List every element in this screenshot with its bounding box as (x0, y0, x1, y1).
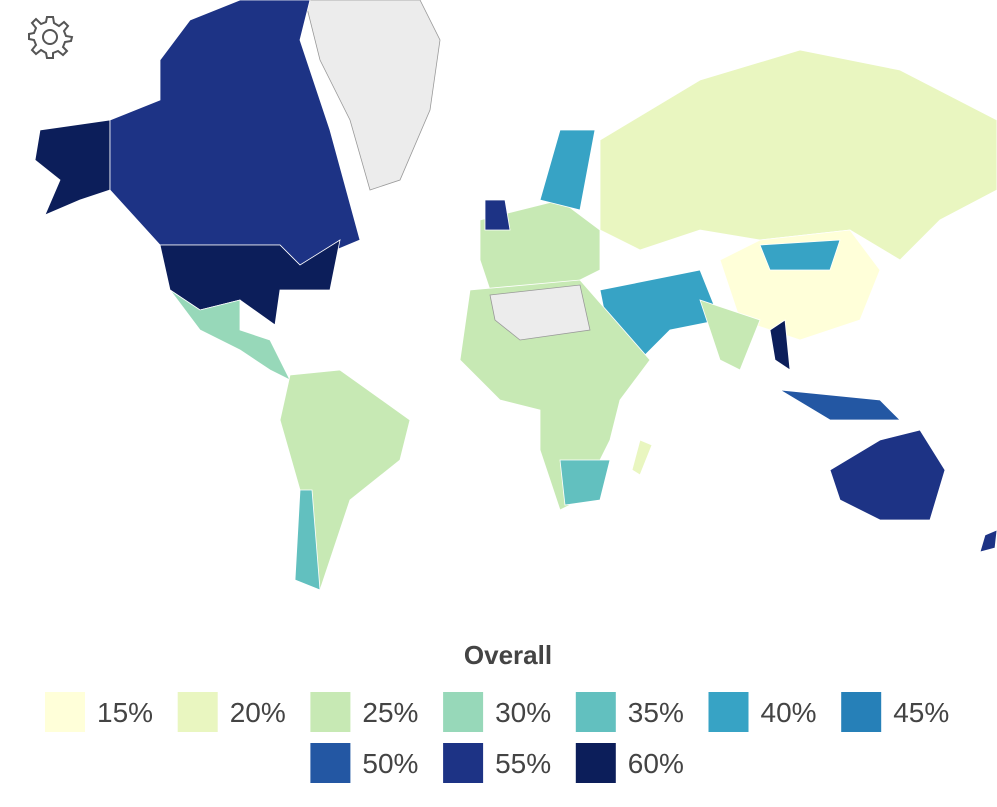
settings-button[interactable] (28, 16, 74, 59)
legend-label: 55% (495, 748, 551, 779)
legend-title: Overall (464, 640, 552, 670)
uk (484, 199, 511, 231)
north-africa (489, 284, 591, 341)
legend-label: 15% (97, 697, 153, 728)
legend-swatch (310, 743, 351, 783)
legend-label: 35% (628, 697, 684, 728)
india (699, 299, 761, 371)
legend-label: 45% (893, 697, 949, 728)
legend: 15% 20% 25% 30% 35% 40% 45% 50% 55% 60% (45, 692, 949, 783)
legend-swatch (443, 743, 484, 783)
legend-swatch (575, 743, 616, 783)
central-america (169, 289, 291, 381)
legend-label: 40% (761, 697, 817, 728)
scandinavia (539, 129, 596, 211)
legend-swatch (708, 692, 749, 732)
myanmar (769, 319, 791, 371)
mongolia (759, 239, 841, 271)
africa (459, 279, 651, 511)
world-map (34, 0, 997, 591)
legend-swatch (443, 692, 484, 732)
russia (599, 49, 997, 261)
legend-swatch (177, 692, 218, 732)
southeast-asia (779, 389, 901, 421)
chile (294, 489, 321, 591)
legend-swatch (575, 692, 616, 732)
legend-label: 60% (628, 748, 684, 779)
new-zealand (979, 529, 997, 553)
legend-swatch (841, 692, 882, 732)
greenland (304, 0, 441, 191)
legend-swatch (310, 692, 351, 732)
alaska (34, 119, 111, 216)
legend-label: 30% (495, 697, 551, 728)
legend-swatch (45, 692, 85, 732)
legend-label: 20% (230, 697, 286, 728)
australia (829, 429, 946, 521)
southern-africa (559, 459, 611, 506)
madagascar (631, 439, 653, 476)
legend-label: 25% (362, 697, 418, 728)
legend-label: 50% (362, 748, 418, 779)
